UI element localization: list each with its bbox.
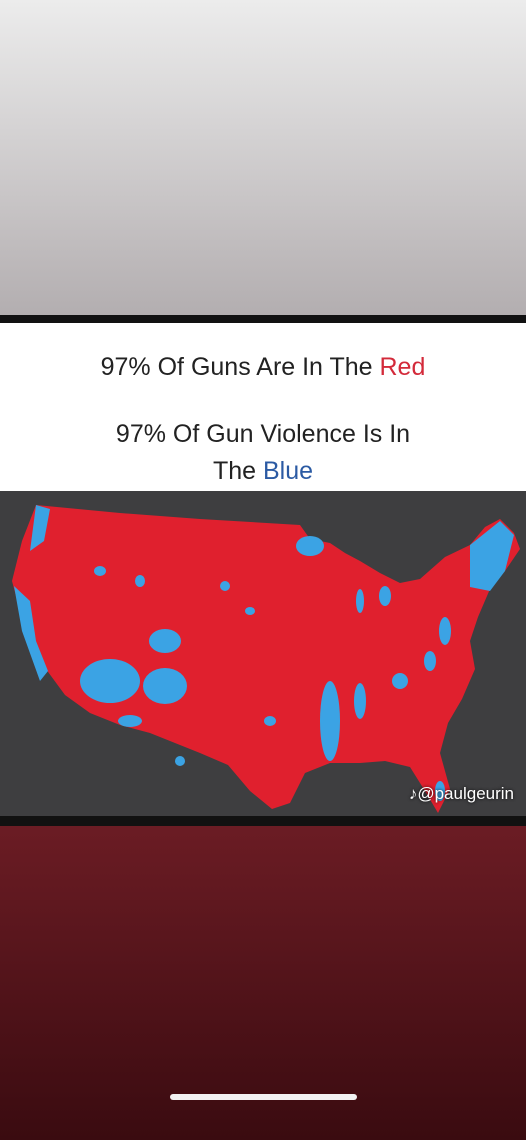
highlight-blue: Blue <box>262 457 314 485</box>
post-header: 97% Of Guns Are In The Red 97% Of Gun Vi… <box>0 323 526 491</box>
map-image: ♪@paulgeurin <box>0 491 526 816</box>
highlight-red: Red <box>379 353 426 381</box>
blurred-background-top <box>0 0 526 315</box>
us-map <box>12 505 520 813</box>
subheadline-2: The Blue <box>0 457 526 486</box>
watermark-text: @paulgeurin <box>417 784 514 803</box>
blurred-background-bottom <box>0 826 526 1140</box>
us-shape <box>12 505 520 813</box>
blue-counties <box>14 505 514 801</box>
home-indicator[interactable] <box>170 1094 357 1100</box>
headline: 97% Of Guns Are In The Red <box>0 353 526 382</box>
headline-text: 97% Of Guns Are In The <box>100 353 380 381</box>
watermark: ♪@paulgeurin <box>408 784 514 803</box>
subheadline: 97% Of Gun Violence Is In <box>115 420 411 448</box>
divider <box>0 315 526 323</box>
divider <box>0 816 526 826</box>
subheadline-text: The <box>212 457 263 485</box>
